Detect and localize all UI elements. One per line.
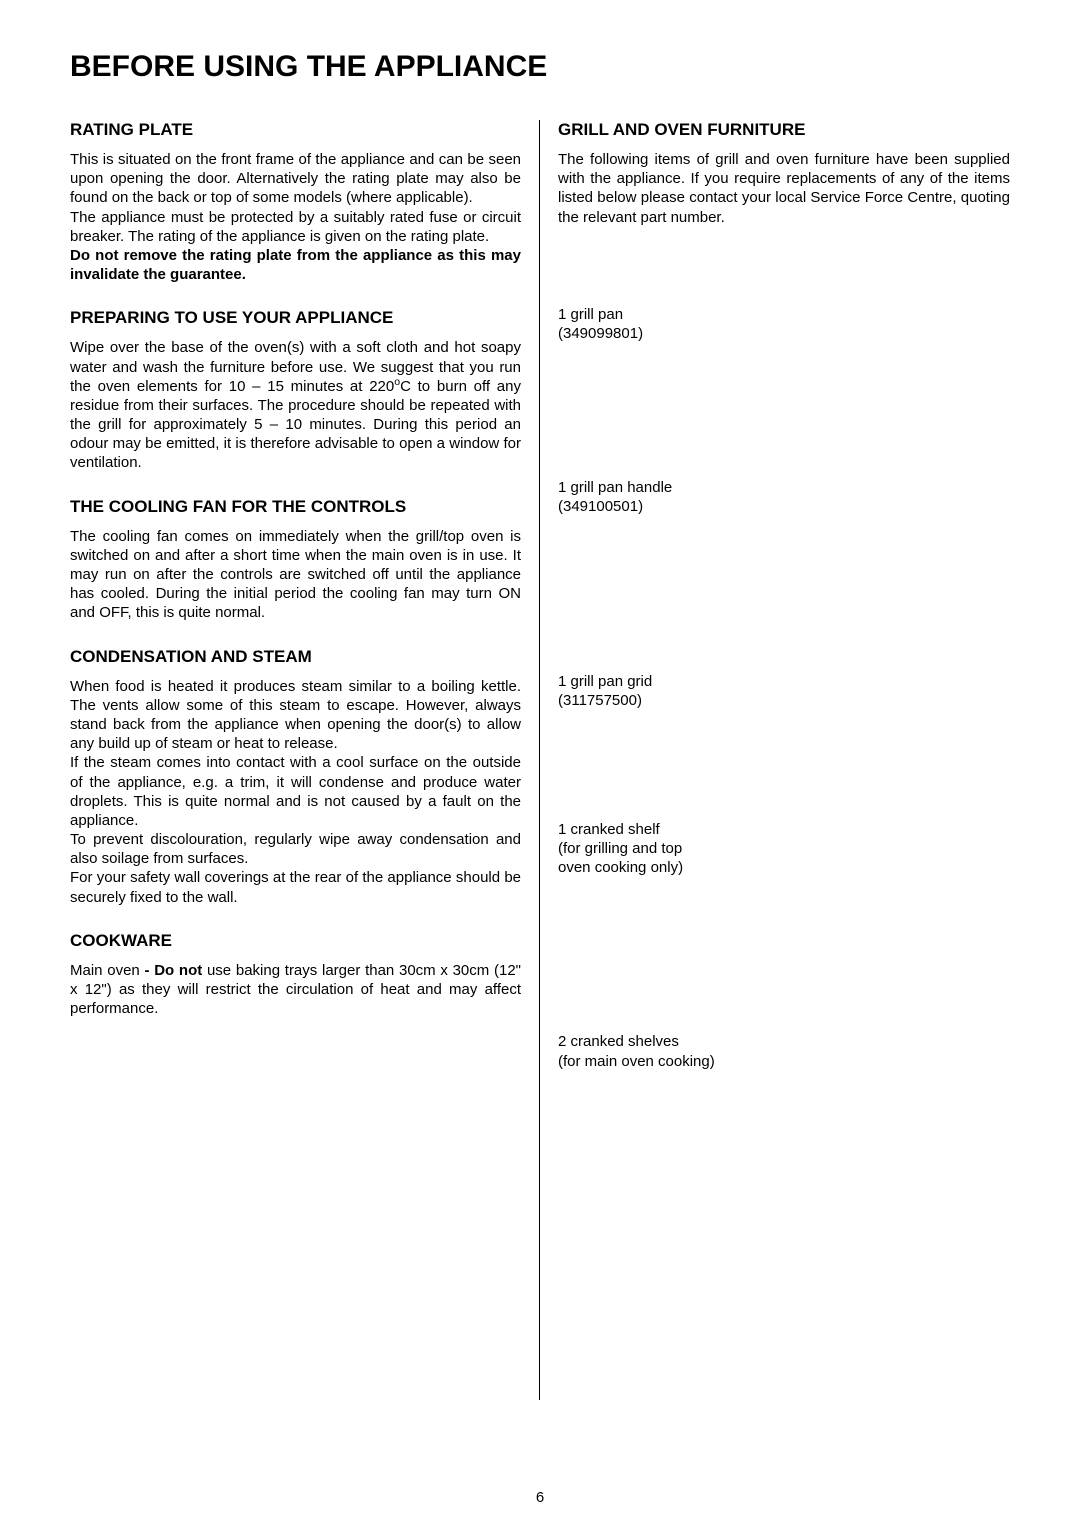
condensation-p2: If the steam comes into contact with a c… <box>70 753 521 830</box>
spacer <box>558 877 1010 1032</box>
item-part-number: (349099801) <box>558 324 1010 343</box>
two-column-layout: RATING PLATE This is situated on the fro… <box>70 120 1010 1400</box>
rating-plate-warning: Do not remove the rating plate from the … <box>70 246 521 284</box>
item-note-line2: oven cooking only) <box>558 858 1010 877</box>
item-label: 1 grill pan grid <box>558 672 1010 691</box>
furniture-item-cranked-shelf: 1 cranked shelf (for grilling and top ov… <box>558 820 1010 878</box>
item-note-line1: (for grilling and top <box>558 839 1010 858</box>
furniture-item-grill-pan: 1 grill pan (349099801) <box>558 305 1010 343</box>
item-label: 1 grill pan <box>558 305 1010 324</box>
item-label: 2 cranked shelves <box>558 1032 1010 1051</box>
spacer <box>558 517 1010 672</box>
furniture-item-grill-pan-grid: 1 grill pan grid (311757500) <box>558 672 1010 710</box>
spacer <box>558 710 1010 820</box>
page-number: 6 <box>536 1489 544 1506</box>
rating-plate-p1: This is situated on the front frame of t… <box>70 150 521 208</box>
cooling-fan-heading: THE COOLING FAN FOR THE CONTROLS <box>70 497 521 517</box>
item-note: (for main oven cooking) <box>558 1052 1010 1071</box>
item-label: 1 grill pan handle <box>558 478 1010 497</box>
condensation-p4: For your safety wall coverings at the re… <box>70 868 521 906</box>
grill-oven-heading: GRILL AND OVEN FURNITURE <box>558 120 1010 140</box>
cookware-do-not: - Do not <box>144 962 202 979</box>
cookware-p1: Main oven - Do not use baking trays larg… <box>70 961 521 1019</box>
cooling-fan-p1: The cooling fan comes on immediately whe… <box>70 527 521 623</box>
rating-plate-heading: RATING PLATE <box>70 120 521 140</box>
spacer <box>558 343 1010 478</box>
condensation-p1: When food is heated it produces steam si… <box>70 677 521 754</box>
cookware-p1a: Main oven <box>70 962 144 979</box>
cookware-heading: COOKWARE <box>70 931 521 951</box>
item-part-number: (349100501) <box>558 497 1010 516</box>
condensation-heading: CONDENSATION AND STEAM <box>70 647 521 667</box>
rating-plate-p2: The appliance must be protected by a sui… <box>70 208 521 246</box>
spacer <box>558 227 1010 305</box>
condensation-p3: To prevent discolouration, regularly wip… <box>70 830 521 868</box>
furniture-item-cranked-shelves: 2 cranked shelves (for main oven cooking… <box>558 1032 1010 1070</box>
page-title: BEFORE USING THE APPLIANCE <box>70 50 1010 84</box>
furniture-item-grill-pan-handle: 1 grill pan handle (349100501) <box>558 478 1010 516</box>
right-column: GRILL AND OVEN FURNITURE The following i… <box>540 120 1010 1400</box>
preparing-p1: Wipe over the base of the oven(s) with a… <box>70 338 521 472</box>
left-column: RATING PLATE This is situated on the fro… <box>70 120 540 1400</box>
preparing-heading: PREPARING TO USE YOUR APPLIANCE <box>70 308 521 328</box>
item-part-number: (311757500) <box>558 691 1010 710</box>
item-label: 1 cranked shelf <box>558 820 1010 839</box>
grill-oven-p1: The following items of grill and oven fu… <box>558 150 1010 227</box>
